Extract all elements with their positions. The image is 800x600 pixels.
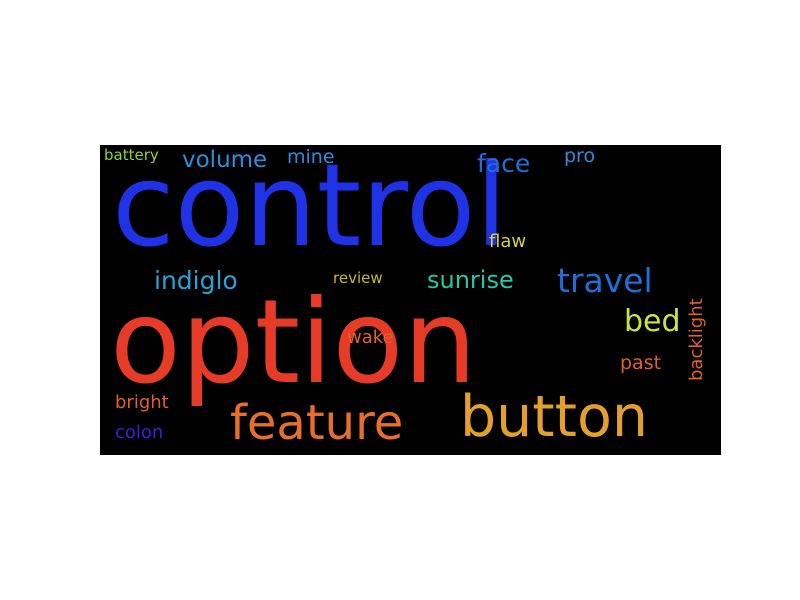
- word-face: face: [477, 149, 531, 178]
- word-wake: wake: [347, 327, 394, 348]
- word-colon: colon: [115, 422, 164, 443]
- word-review: review: [333, 269, 383, 287]
- word-mine: mine: [287, 146, 335, 168]
- word-travel: travel: [557, 261, 653, 300]
- word-bright: bright: [115, 392, 169, 413]
- word-backlight: backlight: [686, 298, 707, 381]
- word-control: control: [112, 145, 508, 272]
- word-pro: pro: [564, 145, 596, 167]
- word-indiglo: indiglo: [154, 266, 238, 295]
- word-cloud: control option button feature travel sun…: [100, 145, 721, 455]
- word-sunrise: sunrise: [427, 266, 514, 294]
- word-option: option: [110, 275, 477, 410]
- word-battery: battery: [104, 146, 159, 164]
- word-button: button: [460, 384, 649, 450]
- word-flaw: flaw: [489, 231, 527, 252]
- word-feature: feature: [230, 395, 404, 451]
- word-volume: volume: [182, 147, 268, 173]
- word-past: past: [620, 352, 662, 374]
- word-bed: bed: [624, 304, 681, 339]
